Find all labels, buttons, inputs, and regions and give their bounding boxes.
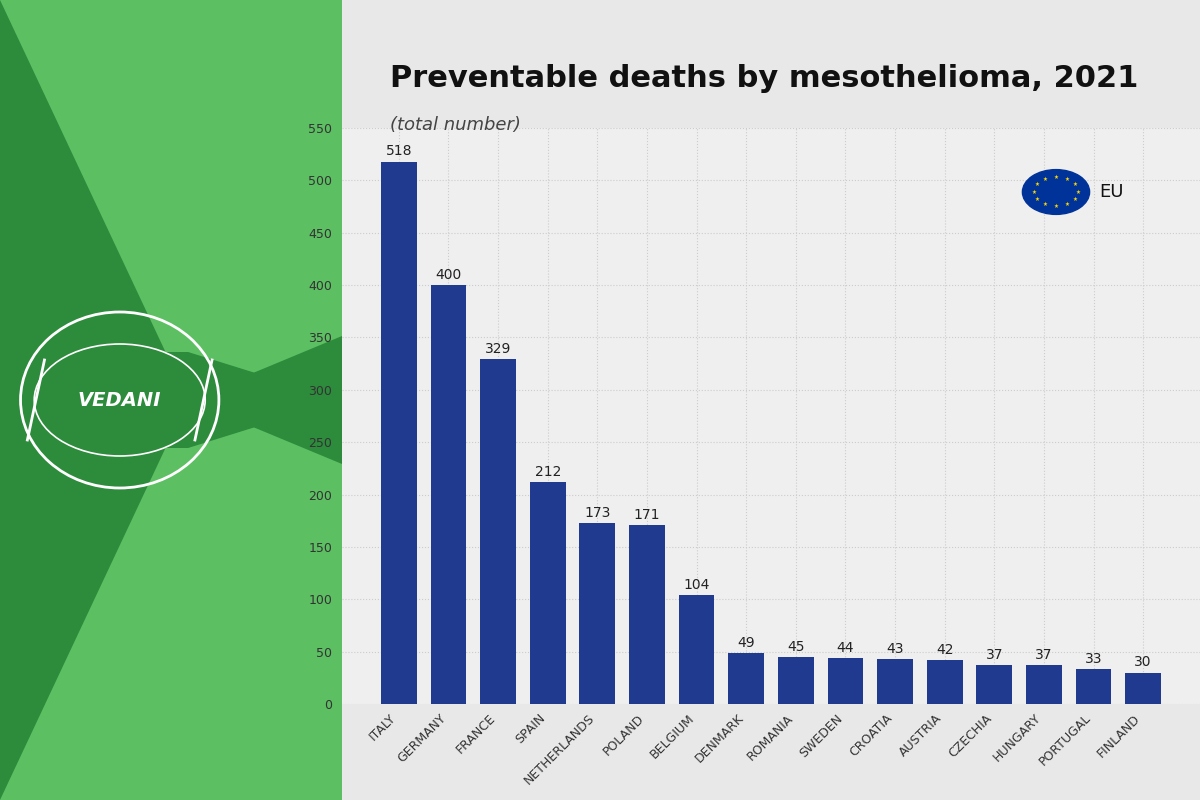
Text: ★: ★ bbox=[1073, 182, 1078, 187]
Text: 33: 33 bbox=[1085, 652, 1103, 666]
Text: 42: 42 bbox=[936, 643, 954, 657]
Bar bbox=[1026, 666, 1062, 704]
Text: ★: ★ bbox=[1034, 182, 1039, 187]
Text: ★: ★ bbox=[1054, 175, 1058, 180]
Polygon shape bbox=[0, 0, 342, 400]
Text: ★: ★ bbox=[1032, 190, 1037, 194]
Polygon shape bbox=[0, 0, 342, 800]
Bar bbox=[629, 525, 665, 704]
Text: 104: 104 bbox=[683, 578, 709, 592]
Text: ★: ★ bbox=[1064, 177, 1069, 182]
Bar bbox=[977, 666, 1012, 704]
Polygon shape bbox=[0, 352, 188, 448]
Bar bbox=[1126, 673, 1162, 704]
Bar bbox=[828, 658, 863, 704]
Text: 518: 518 bbox=[385, 144, 412, 158]
Bar bbox=[877, 659, 913, 704]
Bar bbox=[580, 523, 616, 704]
Polygon shape bbox=[0, 352, 342, 448]
Polygon shape bbox=[0, 400, 342, 800]
Bar bbox=[480, 359, 516, 704]
Bar bbox=[380, 162, 416, 704]
Text: ★: ★ bbox=[1064, 202, 1069, 207]
Bar bbox=[926, 660, 962, 704]
Text: 171: 171 bbox=[634, 508, 660, 522]
Text: 45: 45 bbox=[787, 640, 804, 654]
Text: 37: 37 bbox=[985, 648, 1003, 662]
Text: 212: 212 bbox=[534, 465, 560, 479]
Text: EU: EU bbox=[1099, 183, 1123, 201]
Text: (total number): (total number) bbox=[390, 116, 521, 134]
Bar bbox=[778, 657, 814, 704]
Text: 400: 400 bbox=[436, 268, 462, 282]
Bar bbox=[1075, 670, 1111, 704]
Text: ★: ★ bbox=[1073, 197, 1078, 202]
Bar bbox=[530, 482, 565, 704]
Text: ★: ★ bbox=[1075, 190, 1080, 194]
Text: 37: 37 bbox=[1036, 648, 1052, 662]
Text: 30: 30 bbox=[1134, 655, 1152, 670]
Text: VEDANI: VEDANI bbox=[78, 390, 162, 410]
Bar bbox=[431, 285, 467, 704]
Text: 43: 43 bbox=[887, 642, 904, 656]
Text: ★: ★ bbox=[1043, 202, 1048, 207]
Text: ★: ★ bbox=[1043, 177, 1048, 182]
Text: 49: 49 bbox=[737, 635, 755, 650]
Text: ★: ★ bbox=[1034, 197, 1039, 202]
Text: 173: 173 bbox=[584, 506, 611, 520]
Bar bbox=[679, 595, 714, 704]
Text: 44: 44 bbox=[836, 641, 854, 654]
Text: Preventable deaths by mesothelioma, 2021: Preventable deaths by mesothelioma, 2021 bbox=[390, 64, 1139, 93]
Text: ★: ★ bbox=[1054, 204, 1058, 209]
Text: 329: 329 bbox=[485, 342, 511, 356]
Bar bbox=[728, 653, 764, 704]
